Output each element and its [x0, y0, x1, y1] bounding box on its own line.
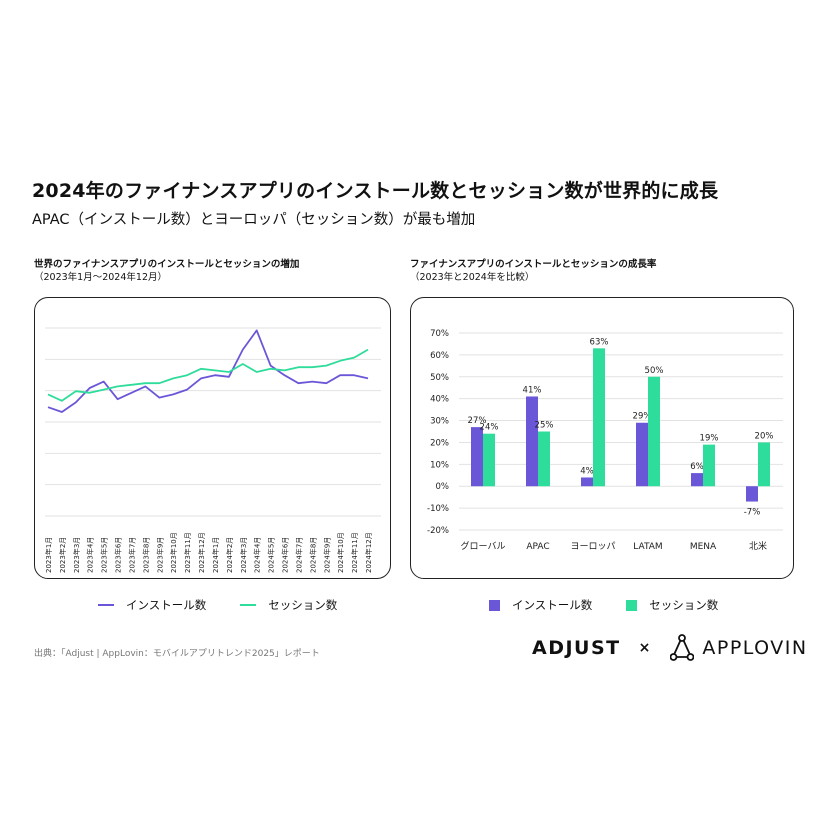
applovin-logo: APPLOVIN [702, 637, 808, 659]
y-tick-label: 40% [430, 395, 449, 405]
sessions-bar [593, 348, 605, 487]
x-tick-label: 2024年4月 [253, 537, 262, 573]
legend-label-installs: インストール数 [126, 598, 207, 612]
x-tick-label: 2023年8月 [141, 537, 150, 573]
x-tick-label: 2024年7月 [294, 537, 303, 573]
x-tick-label: 2023年3月 [72, 537, 81, 573]
bar-data-label: 20% [755, 431, 774, 441]
sessions-bar [483, 433, 495, 487]
headline: 2024年のファイナンスアプリのインストール数とセッション数が世界的に成長 [32, 180, 719, 202]
sessions-bar [703, 444, 715, 487]
y-tick-label: 0% [436, 482, 450, 492]
bar-data-label: 29% [633, 412, 652, 422]
installs-bar-swatch [489, 599, 500, 611]
category-label: ヨーロッパ [570, 541, 615, 552]
y-tick-label: -20% [427, 526, 449, 536]
x-tick-label: 2024年10月 [336, 532, 345, 573]
y-tick-label: 60% [430, 351, 449, 361]
bar-data-label: 24% [480, 423, 499, 433]
sessions-line-swatch [240, 604, 257, 606]
x-tick-label: 2024年3月 [239, 537, 248, 573]
x-tick-label: 2023年12月 [197, 532, 206, 573]
bar-chart-subtitle: （2023年と2024年を比較） [410, 272, 535, 283]
installs-series-line [47, 329, 369, 413]
y-tick-label: 70% [430, 329, 449, 339]
bar-data-label: -7% [744, 508, 761, 518]
legend-item-installs: インストール数 [98, 597, 206, 613]
installs-bar [526, 396, 538, 487]
legend-label-sessions: セッション数 [268, 598, 338, 612]
x-tick-label: 2024年8月 [308, 537, 317, 573]
sessions-series-line [47, 348, 369, 402]
installs-bar [471, 427, 483, 487]
x-tick-label: 2023年11月 [183, 532, 192, 573]
sessions-bar [648, 376, 660, 487]
bar-chart: -20% -10% 0% 10% 20% 30% 40% 50% 60% 70% 27%24% グロー… [427, 329, 783, 552]
y-tick-label: -10% [427, 504, 449, 514]
bar-data-label: 19% [700, 434, 719, 444]
bar-data-label: 4% [580, 466, 594, 476]
category-label: LATAM [633, 542, 662, 552]
x-tick-label: 2024年1月 [211, 537, 220, 573]
x-tick-label: 2024年11月 [350, 532, 359, 573]
x-tick-label: 2024年6月 [281, 537, 290, 573]
x-tick-label: 2023年9月 [155, 537, 164, 573]
logo-area: ADJUST × APPLOVIN [532, 633, 808, 663]
x-tick-label: 2024年5月 [267, 537, 276, 573]
bar-chart-title: ファイナンスアプリのインストールとセッションの成長率 [410, 259, 657, 270]
x-tick-label: 2024年12月 [364, 532, 373, 573]
installs-bar [581, 477, 593, 487]
x-tick-label: 2023年1月 [44, 537, 53, 573]
bar-data-label: 27% [468, 416, 487, 426]
sessions-bar [758, 442, 770, 487]
bar-chart-panel: -20% -10% 0% 10% 20% 30% 40% 50% 60% 70% 27% 24% グロー… [410, 297, 794, 579]
installs-bar [636, 422, 648, 487]
installs-bar [691, 473, 703, 487]
x-tick-label: 2023年4月 [86, 537, 95, 573]
x-tick-label: 2024年9月 [322, 537, 331, 573]
line-chart-title: 世界のファイナンスアプリのインストールとセッションの増加 [34, 259, 300, 270]
y-tick-label: 20% [430, 438, 449, 448]
line-chart-panel: 2023年1月 2023年2月 2023年3月 2023年4月 2023年5月 2023年… [34, 297, 391, 579]
bar-data-label: 41% [523, 385, 542, 395]
y-tick-label: 50% [430, 373, 449, 383]
sessions-bar [538, 431, 550, 487]
subheadline: APAC（インストール数）とヨーロッパ（セッション数）が最も増加 [32, 212, 476, 228]
bar-data-label: 25% [535, 421, 554, 431]
legend-item-sessions: セッション数 [240, 597, 337, 613]
legend-label-sessions-bar: セッション数 [649, 598, 719, 612]
sessions-bar-swatch [626, 599, 638, 611]
bar-data-label: 50% [645, 366, 664, 376]
category-label: 北米 [749, 540, 767, 552]
category-label: グローバル [461, 540, 506, 552]
legend-item-sessions-bar: セッション数 [626, 597, 718, 613]
category-label: MENA [690, 542, 717, 552]
line-chart-legend: インストール数 セッション数 [98, 597, 371, 613]
category-label: APAC [526, 542, 549, 552]
legend-item-installs-bar: インストール数 [489, 597, 592, 613]
x-tick-label: 2024年2月 [225, 537, 234, 573]
bar-chart-legend: インストール数 セッション数 [489, 597, 752, 613]
line-chart: 2023年1月 2023年2月 2023年3月 2023年4月 2023年5月 2023年… [44, 327, 381, 573]
x-tick-label: 2023年10月 [169, 532, 178, 573]
source-note: 出典：「Adjust | AppLovin：モバイルアプリトレンド2025」レポ… [34, 649, 320, 659]
y-tick-label: 30% [430, 417, 449, 427]
x-tick-label: 2023年6月 [114, 537, 123, 573]
installs-bar [746, 486, 758, 502]
bar-data-label: 63% [590, 337, 609, 347]
adjust-logo: ADJUST [532, 637, 621, 659]
x-tick-label: 2023年5月 [100, 537, 109, 573]
line-chart-subtitle: （2023年1月〜2024年12月） [34, 272, 167, 283]
y-tick-label: 10% [430, 460, 449, 470]
installs-line-swatch [98, 604, 114, 606]
logo-separator: × [638, 640, 651, 656]
applovin-icon [670, 634, 695, 661]
x-tick-label: 2023年2月 [58, 537, 67, 573]
bar-data-label: 6% [690, 462, 704, 472]
x-tick-label: 2023年7月 [127, 537, 136, 573]
legend-label-installs-bar: インストール数 [512, 598, 593, 612]
